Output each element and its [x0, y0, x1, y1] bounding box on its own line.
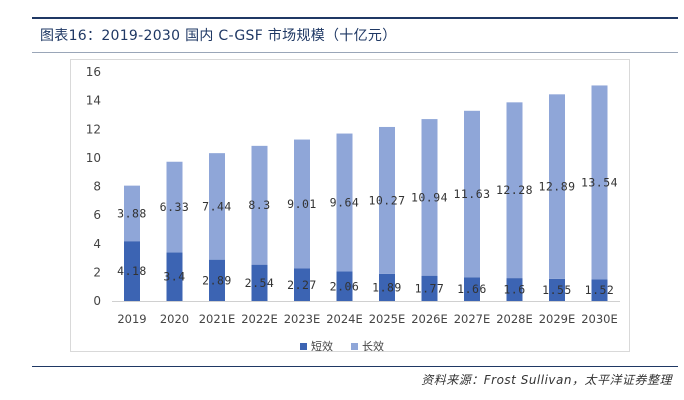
legend-label-long: 长效	[362, 340, 384, 353]
bar-long-2027E	[464, 110, 480, 278]
legend-item-short: 短效	[300, 338, 333, 354]
data-label-long: 10.27	[368, 193, 405, 207]
bar-short-2025E	[379, 273, 395, 301]
data-label-short: 2.54	[245, 276, 275, 290]
bar-short-2027E	[464, 277, 480, 301]
bar-long-2020	[166, 161, 183, 253]
bar-short-2022E	[251, 264, 268, 301]
bar-long-2024E	[336, 133, 353, 272]
data-label-long: 3.88	[117, 206, 147, 220]
data-label-long: 7.44	[202, 199, 232, 213]
y-tick-label: 8	[93, 180, 101, 194]
bar-long-2022E	[251, 145, 268, 265]
bar-long-2029E	[549, 94, 565, 279]
bar-short-2019	[124, 241, 140, 301]
data-label-short: 2.06	[330, 279, 360, 293]
x-tick-label: 2029E	[539, 312, 576, 326]
data-label-short: 3.4	[163, 270, 185, 284]
chart-frame	[70, 59, 630, 352]
legend: 短效 长效	[0, 338, 684, 354]
data-label-long: 10.94	[411, 190, 448, 204]
title-rule	[32, 52, 678, 53]
data-label-short: 1.66	[457, 282, 487, 296]
x-tick-label: 2030E	[581, 312, 618, 326]
x-tick-label: 2026E	[411, 312, 448, 326]
bar-short-2028E	[506, 278, 523, 301]
data-label-long: 13.54	[581, 175, 618, 189]
x-tick-label: 2027E	[454, 312, 491, 326]
data-label-short: 2.89	[202, 273, 232, 287]
data-label-short: 1.89	[372, 280, 402, 294]
x-tick-label: 2024E	[326, 312, 363, 326]
legend-item-long: 长效	[351, 338, 384, 354]
x-tick-label: 2021E	[199, 312, 236, 326]
bar-long-2025E	[379, 126, 395, 274]
bar-short-2026E	[421, 275, 438, 301]
y-tick-label: 4	[93, 237, 101, 251]
bar-short-2021E	[209, 259, 225, 301]
data-label-short: 1.52	[585, 283, 615, 297]
top-rule	[32, 17, 678, 19]
x-tick-label: 2025E	[369, 312, 406, 326]
bar-short-2029E	[549, 278, 565, 301]
figure-title: 图表16：2019-2030 国内 C-GSF 市场规模（十亿元）	[40, 28, 397, 44]
y-tick-label: 16	[86, 65, 101, 79]
y-tick-label: 2	[93, 265, 101, 279]
data-label-long: 11.63	[453, 187, 490, 201]
bar-long-2023E	[294, 139, 310, 269]
bar-long-2030E	[591, 85, 608, 280]
y-tick-label: 14	[86, 94, 101, 108]
data-label-long: 9.64	[330, 196, 360, 210]
bar-short-2020	[166, 252, 183, 301]
data-label-long: 8.3	[248, 198, 270, 212]
bar-long-2019	[124, 185, 140, 242]
bar-long-2028E	[506, 102, 523, 279]
y-tick-label: 10	[86, 151, 101, 165]
x-tick-label: 2022E	[241, 312, 278, 326]
data-label-short: 1.6	[503, 283, 525, 297]
source-note: 资料来源：Frost Sullivan，太平洋证券整理	[421, 373, 672, 387]
legend-swatch-long	[351, 342, 358, 350]
data-label-short: 4.18	[117, 264, 147, 278]
bar-short-2030E	[591, 279, 608, 301]
x-tick-label: 2028E	[496, 312, 533, 326]
data-label-short: 2.27	[287, 278, 317, 292]
bar-long-2021E	[209, 153, 225, 260]
bar-long-2026E	[421, 119, 438, 276]
data-label-short: 1.77	[415, 281, 445, 295]
data-label-long: 12.89	[538, 180, 575, 194]
bar-short-2023E	[294, 268, 310, 301]
data-label-short: 1.55	[542, 283, 572, 297]
x-tick-label: 2020	[160, 312, 189, 326]
legend-swatch-short	[300, 342, 307, 350]
y-tick-label: 6	[93, 208, 101, 222]
data-label-long: 9.01	[287, 197, 317, 211]
x-tick-label: 2019	[117, 312, 146, 326]
data-label-long: 12.28	[496, 183, 533, 197]
x-tick-label: 2023E	[284, 312, 321, 326]
bar-short-2024E	[336, 271, 353, 301]
data-label-long: 6.33	[160, 200, 190, 214]
y-tick-label: 12	[86, 122, 101, 136]
legend-label-short: 短效	[311, 340, 333, 353]
y-tick-label: 0	[93, 294, 101, 308]
bottom-rule	[32, 366, 678, 367]
